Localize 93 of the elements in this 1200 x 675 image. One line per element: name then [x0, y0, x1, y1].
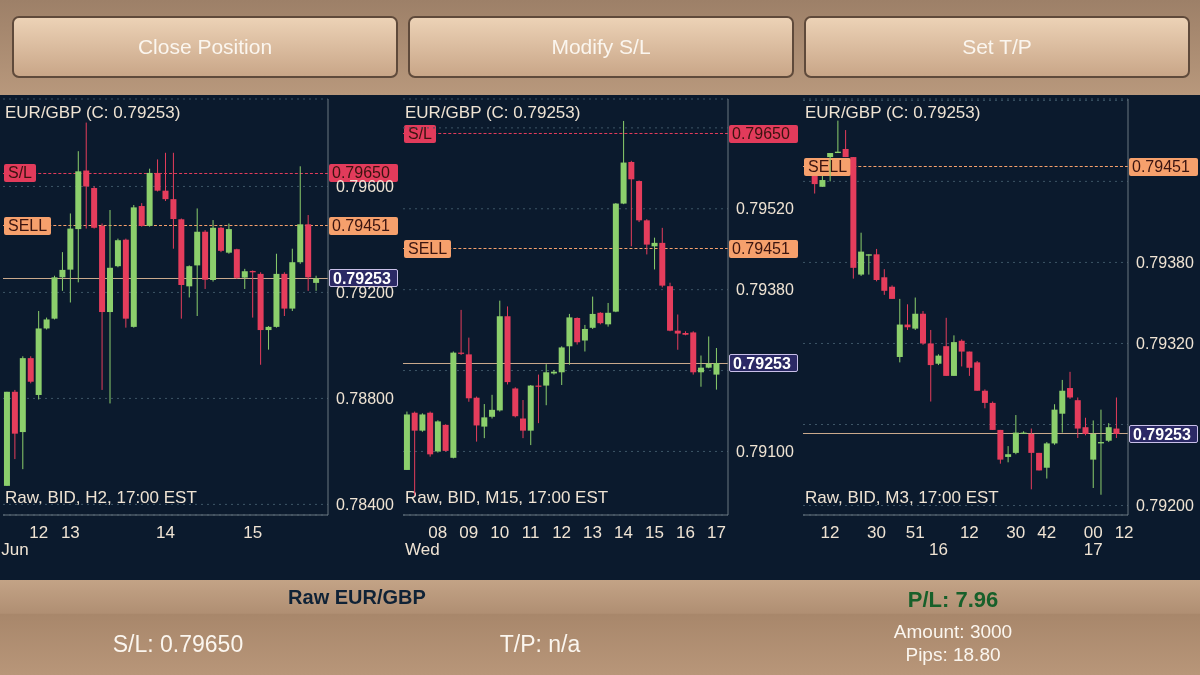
x-tick-label: 42: [1037, 523, 1057, 542]
candlestick: [1113, 396, 1120, 439]
x-tick-label: 09: [459, 523, 479, 542]
candlestick: [1067, 371, 1074, 400]
candlestick: [966, 351, 973, 377]
candlestick: [419, 412, 426, 433]
y-tick-label: 0.78800: [336, 390, 394, 408]
x-tick-label: 14: [156, 523, 175, 542]
text: Amount: 3000: [892, 621, 1014, 643]
candlestick: [59, 251, 66, 292]
candlestick: [589, 296, 596, 330]
candlestick: [858, 232, 865, 277]
candlestick: [265, 325, 272, 351]
text: Raw, BID, M15, 17:00 EST: [405, 488, 609, 508]
x-tick-label: 12: [1114, 523, 1134, 542]
text: 0.79451: [1129, 157, 1198, 176]
x-tick-label: 30: [867, 523, 886, 542]
text: Raw, BID, M3, 17:00 EST: [805, 488, 999, 508]
text: 0.79451: [729, 239, 798, 258]
candlestick: [1105, 422, 1112, 443]
candlestick: [981, 388, 988, 409]
x-tick-label: 14: [614, 523, 633, 542]
button[interactable]: Set T/P: [804, 16, 1190, 78]
candlestick: [520, 399, 526, 439]
y-tick-label: 0.79380: [1136, 254, 1194, 272]
candlestick: [1028, 428, 1035, 490]
text: 0.79253: [729, 354, 798, 373]
y-tick-label: 0.79520: [736, 200, 794, 218]
text: 0.79650: [729, 124, 798, 143]
candlestick: [543, 363, 550, 406]
text: 0.79451: [329, 216, 398, 235]
x-tick-label: 51: [905, 523, 925, 542]
x-tick-label: Jun: [1, 540, 29, 559]
candlestick: [138, 202, 145, 228]
candlestick: [241, 268, 248, 290]
y-tick-label: 0.78400: [336, 496, 394, 514]
candlestick: [1012, 414, 1019, 455]
x-tick-label: 15: [645, 523, 664, 542]
candlestick: [581, 324, 588, 352]
y-tick-label: 0.79320: [1136, 335, 1194, 353]
x-tick-label: 12: [959, 523, 979, 542]
candlestick: [225, 223, 232, 255]
x-tick-label: 15: [243, 523, 263, 542]
ref-line-label: S/L: [404, 124, 437, 143]
text: 0.79253: [1129, 424, 1198, 443]
x-tick-label: 10: [490, 523, 510, 542]
chart-title: EUR/GBP (C: 0.79253): [805, 103, 981, 123]
candlestick: [865, 253, 872, 276]
x-tick-label: 12: [820, 523, 840, 542]
text: Pips: 18.80: [904, 644, 1002, 666]
x-tick-label: 16: [928, 540, 948, 559]
x-tick-label: 12: [552, 523, 572, 542]
ref-line-label: SELL: [804, 157, 852, 176]
candlestick: [313, 275, 320, 292]
ref-line-label: SELL: [404, 239, 452, 258]
text: S/L: 0.79650: [111, 631, 245, 658]
chart-title: EUR/GBP (C: 0.79253): [405, 103, 581, 123]
y-tick-label: 0.79380: [736, 281, 794, 299]
candlestick: [605, 302, 612, 328]
y-tick-label: 0.79100: [736, 443, 794, 461]
candlestick: [489, 394, 496, 420]
x-tick-label: Wed: [405, 540, 440, 559]
candlestick: [958, 338, 965, 367]
x-tick-label: 16: [675, 523, 695, 542]
chart-title: EUR/GBP (C: 0.79253): [5, 103, 181, 123]
candlestick: [927, 329, 934, 403]
ref-line-label: SELL: [4, 216, 52, 235]
text: Raw, BID, H2, 17:00 EST: [5, 488, 197, 508]
button[interactable]: Close Position: [12, 16, 398, 78]
x-tick-label: 13: [583, 523, 603, 542]
x-tick-label: 13: [60, 523, 80, 542]
ref-line-label: S/L: [4, 164, 37, 183]
candlestick: [628, 160, 635, 247]
x-tick-label: 11: [521, 523, 540, 542]
candlestick: [842, 129, 849, 158]
button[interactable]: Modify S/L: [408, 16, 794, 78]
candlestick: [481, 403, 488, 439]
candlestick: [186, 264, 193, 298]
x-tick-label: 00 17: [1083, 523, 1103, 559]
candlestick: [912, 297, 919, 331]
text: T/P: n/a: [498, 631, 582, 658]
text: Raw EUR/GBP: [287, 586, 427, 609]
candlestick: [27, 355, 34, 384]
text: 0.79253: [329, 269, 398, 288]
x-tick-label: 12: [29, 523, 49, 542]
text: P/L: 7.96: [906, 587, 1000, 613]
x-tick-label: 17: [706, 523, 726, 542]
candlestick: [674, 314, 681, 351]
candlestick: [1005, 445, 1012, 463]
x-tick-label: 30: [1006, 523, 1026, 542]
candlestick: [217, 226, 224, 253]
y-tick-label: 0.79200: [1136, 497, 1194, 515]
x-tick-label: 08: [428, 523, 448, 542]
